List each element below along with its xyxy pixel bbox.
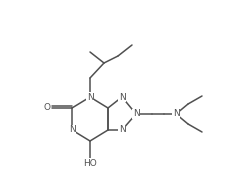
Text: HO: HO	[83, 159, 97, 168]
Text: N: N	[173, 110, 179, 119]
Text: N: N	[119, 125, 125, 134]
Text: N: N	[69, 125, 75, 134]
Text: N: N	[133, 110, 139, 119]
Text: N: N	[87, 92, 93, 102]
Text: N: N	[119, 92, 125, 102]
Text: O: O	[43, 104, 50, 113]
